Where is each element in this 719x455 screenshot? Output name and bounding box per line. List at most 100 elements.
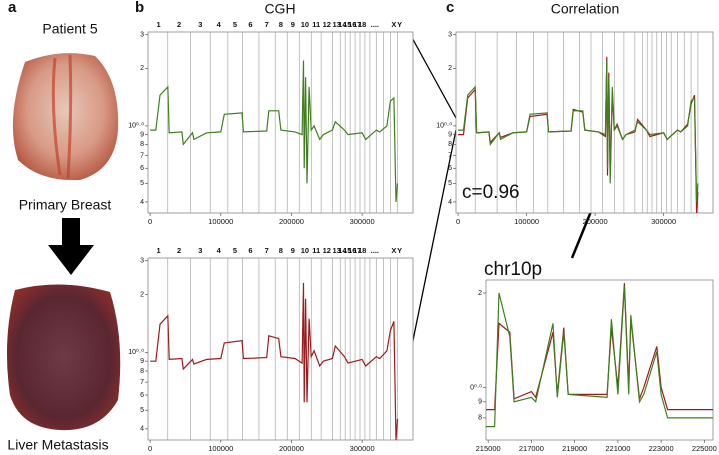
chromosome-label: X [391, 20, 396, 29]
y-tick-label: 7 [448, 152, 452, 159]
chromosome-label: 17 [353, 20, 361, 29]
chromosome-label: X [391, 246, 396, 255]
chromosome-label: 17 [353, 246, 361, 255]
y-tick-label: 9 [448, 131, 452, 138]
plot-frame [485, 279, 714, 441]
chromosome-label: 5 [233, 246, 237, 255]
panel-label: c [446, 0, 454, 16]
chromosome-label: 10 [301, 246, 309, 255]
y-tick-label: 5 [448, 180, 452, 187]
x-tick-label: 217000 [519, 444, 544, 453]
y-tick-label: 2 [478, 290, 482, 297]
x-tick-label: 100000 [208, 217, 233, 226]
connector [409, 33, 457, 119]
chromosome-label: 6 [248, 20, 252, 29]
series-line [150, 60, 399, 202]
x-tick-label: 300000 [651, 217, 676, 226]
chromosome-label: 2 [177, 246, 181, 255]
chromosome-label: Y [397, 20, 402, 29]
chromosome-label: 15 [343, 246, 351, 255]
chart-title: Correlation [551, 1, 619, 17]
chromosome-label: 10 [301, 20, 309, 29]
x-tick-label: 100000 [208, 444, 233, 453]
chromosome-label: .... [371, 20, 379, 29]
y-tick-label: 9 [140, 131, 144, 138]
y-tick-label: 10⁰·⁰ [128, 122, 144, 130]
y-tick-label: 9 [478, 399, 482, 406]
x-tick-label: 223000 [649, 444, 674, 453]
metastasis-label: Liver Metastasis [7, 437, 108, 453]
chromosome-label: Y [397, 246, 402, 255]
x-tick-label: 219000 [562, 444, 587, 453]
y-tick-label: 6 [140, 392, 144, 399]
chromosome-label: 4 [217, 246, 222, 255]
y-tick-label: 6 [448, 165, 452, 172]
annotation: c=0.96 [462, 182, 520, 203]
y-tick-label: 7 [140, 152, 144, 159]
x-tick-label: 200000 [583, 217, 608, 226]
chromosome-label: 14 [338, 20, 347, 29]
y-tick-label: 2 [140, 291, 144, 298]
x-tick-label: 200000 [279, 444, 304, 453]
chromosome-label: 5 [233, 20, 237, 29]
chromosome-label: 6 [248, 246, 252, 255]
y-tick-label: 5 [140, 407, 144, 414]
y-tick-label: 6 [140, 165, 144, 172]
x-tick-label: 225000 [692, 444, 717, 453]
x-tick-label: 300000 [350, 217, 375, 226]
y-tick-label: 4 [448, 199, 452, 206]
series-line [150, 282, 399, 441]
chromosome-label: 3 [198, 20, 202, 29]
chromosome-label: 15 [343, 20, 351, 29]
chromosome-label: 1 [157, 246, 161, 255]
x-tick-label: 0 [456, 217, 460, 226]
connector [409, 129, 457, 356]
chromosome-label: 16 [348, 20, 356, 29]
chromosome-label: 18 [358, 246, 366, 255]
chromosome-label: 13 [333, 20, 341, 29]
chromosome-label: 7 [265, 246, 269, 255]
tissue-image [6, 284, 121, 431]
chromosome-label: 9 [291, 246, 295, 255]
x-tick-label: 221000 [605, 444, 630, 453]
y-tick-label: 7 [140, 379, 144, 386]
panel-label: b [135, 0, 144, 16]
chromosome-label: 12 [323, 246, 331, 255]
chromosome-label: 12 [323, 20, 331, 29]
y-tick-label: 3 [140, 258, 144, 265]
y-tick-label: 4 [140, 199, 144, 206]
chromosome-label: .... [371, 246, 379, 255]
chromosome-label: 1 [157, 20, 161, 29]
y-tick-label: 3 [448, 32, 452, 39]
y-tick-label: 10⁰·⁰ [436, 122, 452, 130]
y-tick-label: 8 [448, 141, 452, 148]
chromosome-label: 11 [312, 20, 320, 29]
chromosome-label: 4 [217, 20, 222, 29]
chromosome-label: 11 [312, 246, 320, 255]
x-tick-label: 0 [148, 444, 152, 453]
chromosome-label: 14 [338, 246, 347, 255]
y-tick-label: 2 [448, 65, 452, 72]
y-tick-label: 3 [140, 32, 144, 39]
primary-label: Primary Breast [19, 197, 112, 213]
tissue-image [12, 53, 119, 181]
x-tick-label: 215000 [476, 444, 501, 453]
y-tick-label: 8 [140, 368, 144, 375]
chromosome-label: 8 [279, 20, 283, 29]
y-tick-label: 9 [140, 358, 144, 365]
chromosome-label: 16 [348, 246, 356, 255]
series-line [486, 286, 713, 428]
chart-title: chr10p [484, 259, 542, 280]
y-tick-label: 4 [140, 426, 144, 433]
chromosome-label: 13 [333, 246, 341, 255]
x-tick-label: 0 [148, 217, 152, 226]
y-tick-label: 10⁰·⁰ [128, 348, 144, 356]
y-tick-label: 8 [478, 415, 482, 422]
series-line [458, 60, 699, 202]
y-tick-label: 5 [140, 180, 144, 187]
x-tick-label: 100000 [514, 217, 539, 226]
chromosome-label: 18 [358, 20, 366, 29]
y-tick-label: 8 [140, 141, 144, 148]
